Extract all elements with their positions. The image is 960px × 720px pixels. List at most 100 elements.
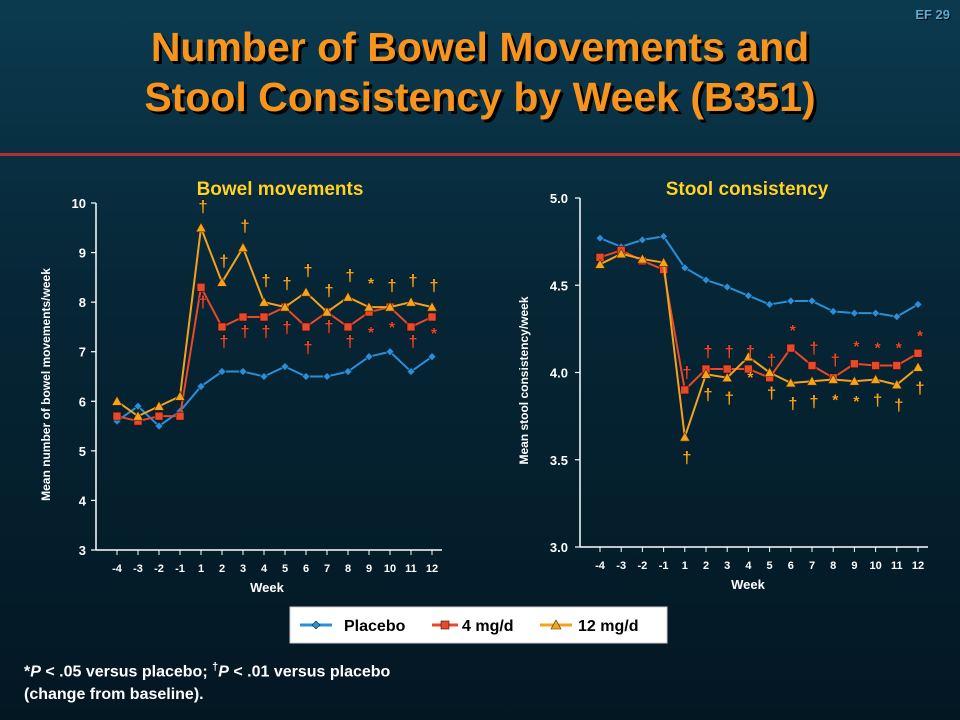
x-tick-label: 6 bbox=[303, 563, 309, 575]
footnote-dagger: † bbox=[212, 661, 219, 673]
footnote-line-1: *P < .05 versus placebo; †P < .01 versus… bbox=[24, 656, 390, 683]
data-point bbox=[786, 343, 796, 353]
significance-mark: * bbox=[832, 392, 839, 409]
significance-mark: † bbox=[324, 281, 333, 300]
legend-swatch-marker bbox=[440, 620, 450, 630]
data-point bbox=[217, 367, 227, 376]
x-tick-label: -4 bbox=[112, 563, 123, 575]
data-point bbox=[765, 300, 775, 309]
data-point bbox=[385, 347, 395, 357]
data-point bbox=[342, 291, 354, 302]
x-tick-label: 7 bbox=[809, 560, 815, 572]
significance-mark: † bbox=[240, 322, 249, 341]
significance-mark: † bbox=[345, 266, 354, 285]
y-tick-label: 5 bbox=[79, 444, 86, 459]
data-point bbox=[849, 308, 859, 318]
x-tick-label: 2 bbox=[219, 563, 225, 575]
significance-mark: † bbox=[408, 271, 417, 290]
significance-mark: † bbox=[809, 339, 818, 358]
data-point bbox=[892, 312, 902, 322]
y-tick-label: 4.5 bbox=[550, 278, 568, 293]
significance-mark: * bbox=[874, 341, 881, 358]
significance-mark: † bbox=[788, 394, 797, 413]
data-point bbox=[594, 258, 606, 269]
significance-mark: * bbox=[853, 394, 860, 411]
y-tick-label: 5.0 bbox=[550, 191, 568, 206]
x-tick-label: 3 bbox=[240, 563, 246, 575]
legend-box bbox=[289, 606, 668, 644]
x-tick-label: 4 bbox=[261, 563, 268, 575]
significance-mark: † bbox=[303, 338, 312, 357]
significance-mark: † bbox=[261, 322, 270, 341]
data-point bbox=[848, 375, 860, 386]
y-tick-label: 4 bbox=[79, 493, 87, 508]
data-point bbox=[154, 421, 164, 431]
slide-id: EF 29 bbox=[915, 7, 950, 22]
data-point bbox=[636, 253, 648, 264]
data-point bbox=[406, 322, 416, 332]
data-point bbox=[595, 233, 605, 243]
series-line-2 bbox=[116, 284, 433, 423]
y-tick-label: 10 bbox=[72, 196, 86, 211]
x-tick-label: 11 bbox=[405, 563, 417, 575]
x-tick-label: -1 bbox=[175, 563, 185, 575]
significance-mark: † bbox=[282, 318, 291, 337]
significance-mark: † bbox=[682, 363, 691, 382]
data-point bbox=[406, 367, 416, 376]
significance-mark: † bbox=[282, 274, 291, 293]
legend-label-2: 4 mg/d bbox=[462, 618, 514, 635]
significance-mark: † bbox=[345, 332, 354, 351]
data-point bbox=[913, 349, 923, 358]
x-tick-label: 11 bbox=[891, 560, 903, 572]
data-point bbox=[258, 296, 270, 307]
significance-mark: † bbox=[261, 271, 270, 290]
chart-panel-2: Stool consistency 3.0 3.5 4.0 4.5 5.0 -4 -3 -2 -1… bbox=[517, 179, 928, 592]
data-point bbox=[764, 366, 776, 377]
data-point bbox=[807, 361, 817, 370]
data-point bbox=[364, 352, 374, 362]
data-point bbox=[680, 385, 690, 395]
data-point bbox=[722, 282, 732, 292]
data-point bbox=[153, 400, 165, 411]
data-point bbox=[701, 275, 711, 285]
title-line-2: Stool Consistency by Week (B351) bbox=[144, 74, 816, 120]
data-point bbox=[217, 322, 227, 332]
data-point bbox=[721, 372, 733, 383]
y-tick-label: 6 bbox=[79, 394, 86, 409]
y-axis-label: Mean number of bowel movements/week bbox=[39, 268, 53, 501]
x-tick-label: 12 bbox=[426, 563, 438, 575]
x-tick-label: 8 bbox=[345, 563, 351, 575]
y-tick-label: 3.0 bbox=[550, 540, 568, 555]
data-point bbox=[154, 411, 164, 421]
x-tick-label: 10 bbox=[384, 563, 396, 575]
significance-mark: † bbox=[873, 390, 882, 409]
data-point bbox=[744, 364, 753, 374]
data-point bbox=[301, 372, 311, 381]
significance-mark: * bbox=[896, 341, 903, 358]
data-point bbox=[174, 390, 186, 401]
x-tick-label: 4 bbox=[745, 560, 752, 572]
significance-mark: † bbox=[240, 217, 249, 236]
significance-mark: † bbox=[767, 351, 776, 370]
panel-title: Bowel movements bbox=[197, 179, 364, 200]
significance-mark: * bbox=[389, 320, 396, 337]
x-tick-label: 1 bbox=[198, 563, 204, 575]
data-point bbox=[133, 401, 143, 411]
data-point bbox=[891, 379, 903, 390]
data-point bbox=[806, 375, 818, 386]
x-tick-label: 9 bbox=[366, 563, 372, 575]
series-line-3 bbox=[116, 227, 433, 418]
x-tick-label: -3 bbox=[133, 563, 143, 575]
footnote-p2: P bbox=[218, 663, 229, 681]
significance-mark: * bbox=[917, 328, 924, 345]
data-point bbox=[343, 367, 353, 376]
data-point bbox=[828, 307, 838, 316]
x-tick-label: 7 bbox=[324, 563, 330, 575]
series-line-3 bbox=[599, 252, 919, 438]
page-title: Number of Bowel Movements and Stool Cons… bbox=[0, 22, 960, 122]
data-point bbox=[300, 286, 312, 297]
significance-mark: * bbox=[368, 276, 375, 293]
significance-mark: † bbox=[429, 276, 438, 295]
data-point bbox=[913, 300, 923, 309]
x-tick-label: 5 bbox=[767, 560, 773, 572]
